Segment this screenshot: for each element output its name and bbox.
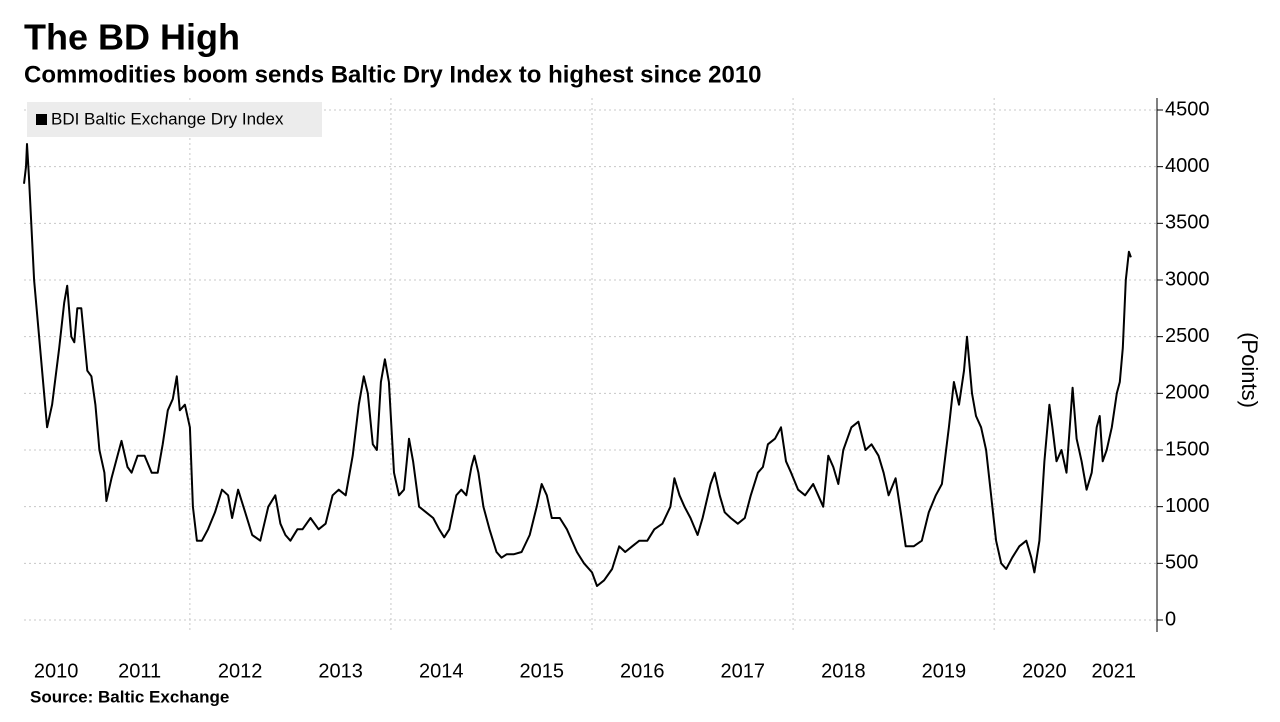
x-tick-label: 2018 [821, 660, 866, 682]
y-tick-label: 500 [1165, 552, 1198, 574]
x-tick-label: 2020 [1022, 660, 1067, 682]
x-tick-label: 2016 [620, 660, 665, 682]
x-tick-label: 2012 [218, 660, 263, 682]
y-tick-label: 2000 [1165, 382, 1210, 404]
legend-label: BDI Baltic Exchange Dry Index [51, 109, 284, 128]
y-tick-label: 4500 [1165, 98, 1210, 120]
y-axis-label: (Points) [1237, 332, 1262, 408]
x-tick-label: 2017 [721, 660, 766, 682]
y-tick-label: 3500 [1165, 212, 1210, 234]
y-tick-label: 0 [1165, 608, 1176, 630]
y-tick-label: 2500 [1165, 325, 1210, 347]
x-tick-label: 2015 [519, 660, 564, 682]
source: Source: Baltic Exchange [30, 687, 229, 706]
y-tick-label: 3000 [1165, 268, 1210, 290]
legend-box [27, 102, 322, 137]
x-tick-label: 2011 [118, 660, 161, 682]
chart-title: The BD High [24, 17, 240, 58]
x-tick-label: 2014 [419, 660, 464, 682]
x-tick-label: 2013 [318, 660, 363, 682]
y-tick-label: 1000 [1165, 495, 1210, 517]
y-tick-label: 1500 [1165, 438, 1210, 460]
chart-subtitle: Commodities boom sends Baltic Dry Index … [24, 61, 762, 88]
x-tick-label: 2010 [34, 660, 79, 682]
x-tick-label: 2021 [1092, 660, 1137, 682]
data-line [23, 143, 1132, 587]
x-tick-label: 2019 [922, 660, 967, 682]
legend-swatch [36, 114, 47, 125]
y-tick-label: 4000 [1165, 155, 1210, 177]
